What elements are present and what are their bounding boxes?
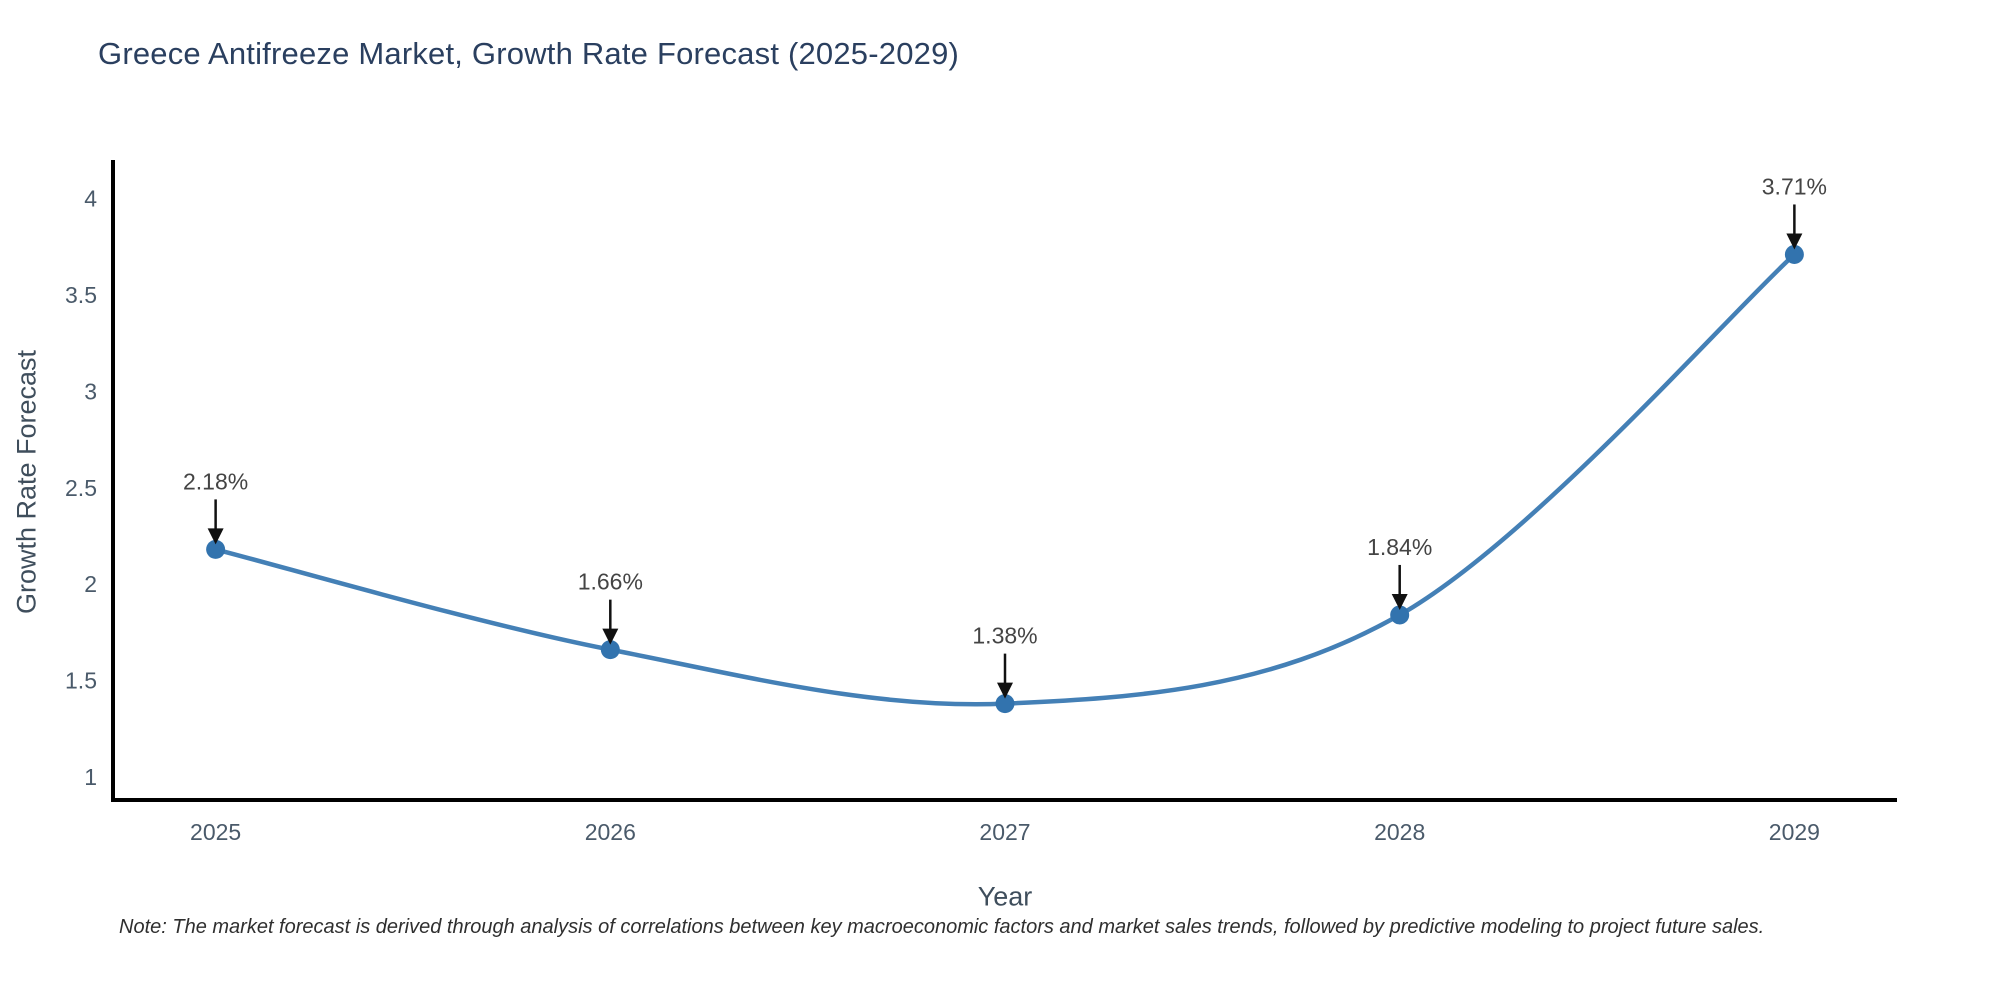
annotation-arrow-head: [1391, 593, 1408, 610]
x-tick-label: 2029: [1769, 819, 1820, 845]
annotation-label: 1.66%: [578, 569, 643, 595]
annotation-arrow-head: [1786, 233, 1803, 250]
y-tick-label: 4: [84, 186, 97, 212]
annotation-label: 3.71%: [1762, 173, 1827, 199]
data-point-marker: [1784, 244, 1804, 264]
chart-footnote: Note: The market forecast is derived thr…: [119, 916, 1765, 938]
data-point-marker: [995, 694, 1015, 714]
data-point-marker: [206, 539, 226, 559]
y-tick-label: 1: [84, 764, 97, 790]
x-tick-label: 2025: [190, 819, 241, 845]
x-tick-label: 2028: [1374, 819, 1425, 845]
y-tick-label: 2: [84, 571, 97, 597]
chart-title: Greece Antifreeze Market, Growth Rate Fo…: [98, 36, 960, 71]
data-point-marker: [600, 640, 620, 660]
y-tick-label: 1.5: [65, 668, 97, 694]
y-tick-label: 3.5: [65, 282, 97, 308]
annotation-label: 2.18%: [183, 468, 248, 494]
plot-line: [213, 252, 1797, 707]
y-tick-label: 2.5: [65, 475, 97, 501]
x-tick-label: 2026: [585, 819, 636, 845]
x-tick-label: 2027: [979, 819, 1030, 845]
annotation-arrow-head: [997, 682, 1013, 699]
annotation-arrow-head: [602, 628, 619, 645]
data-point-marker: [1390, 605, 1410, 625]
annotation-label: 1.38%: [972, 623, 1037, 649]
annotation-arrow-head: [207, 528, 224, 545]
annotation-label: 1.84%: [1367, 534, 1432, 560]
x-axis-title: Year: [977, 881, 1033, 912]
y-tick-label: 3: [84, 378, 97, 404]
